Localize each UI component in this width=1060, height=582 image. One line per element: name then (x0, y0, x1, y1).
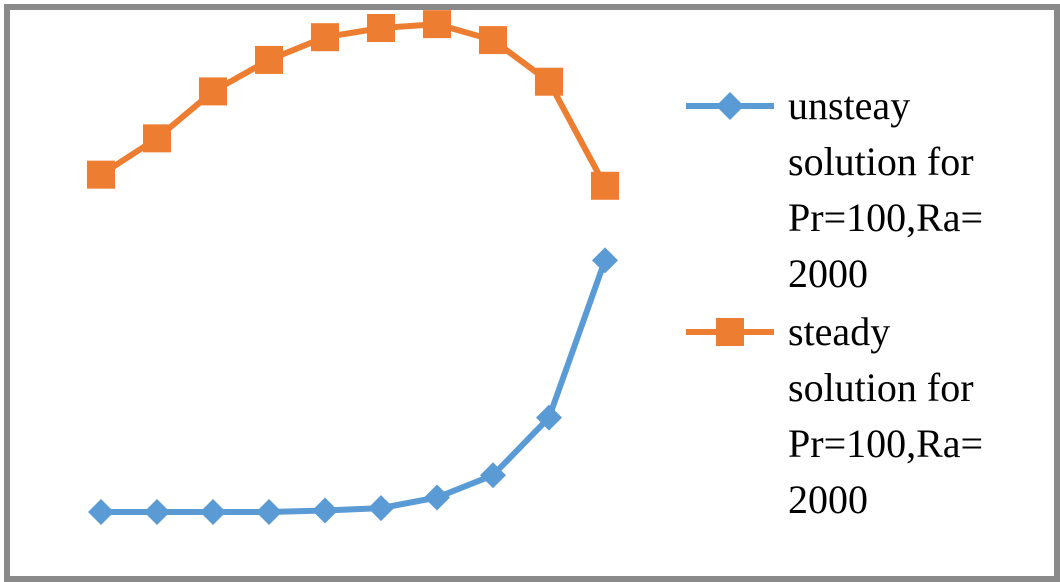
data-point (87, 160, 115, 189)
legend-swatch-diamond-icon (686, 92, 774, 120)
data-point (143, 124, 171, 153)
data-point (592, 247, 618, 274)
legend-item-unsteady: unsteay solution for Pr=100,Ra= 2000 (680, 78, 1040, 308)
data-point (480, 462, 506, 489)
legend: unsteay solution for Pr=100,Ra= 2000 ste… (680, 78, 1040, 534)
data-point (144, 499, 170, 525)
data-point (423, 10, 451, 39)
data-point (424, 484, 450, 511)
data-point (312, 497, 338, 524)
data-point (536, 404, 562, 431)
data-point (311, 23, 339, 52)
data-point (255, 45, 283, 74)
chart-frame (4, 4, 1060, 582)
data-point (88, 499, 114, 525)
data-point (199, 77, 227, 106)
data-point (367, 14, 395, 42)
series-line (101, 259, 608, 515)
data-point (256, 499, 282, 525)
legend-item-steady: steady solution for Pr=100,Ra= 2000 (680, 304, 1040, 534)
series-2 (87, 10, 619, 200)
data-point (368, 495, 394, 522)
legend-label-steady: steady solution for Pr=100,Ra= 2000 (788, 309, 984, 522)
legend-label-unsteady: unsteay solution for Pr=100,Ra= 2000 (788, 83, 984, 296)
data-point (535, 67, 563, 96)
data-point (479, 26, 507, 55)
series-line (99, 21, 608, 188)
data-point (591, 171, 619, 200)
legend-swatch-square-icon (686, 318, 774, 346)
series-1 (88, 247, 618, 525)
data-point (200, 499, 226, 525)
